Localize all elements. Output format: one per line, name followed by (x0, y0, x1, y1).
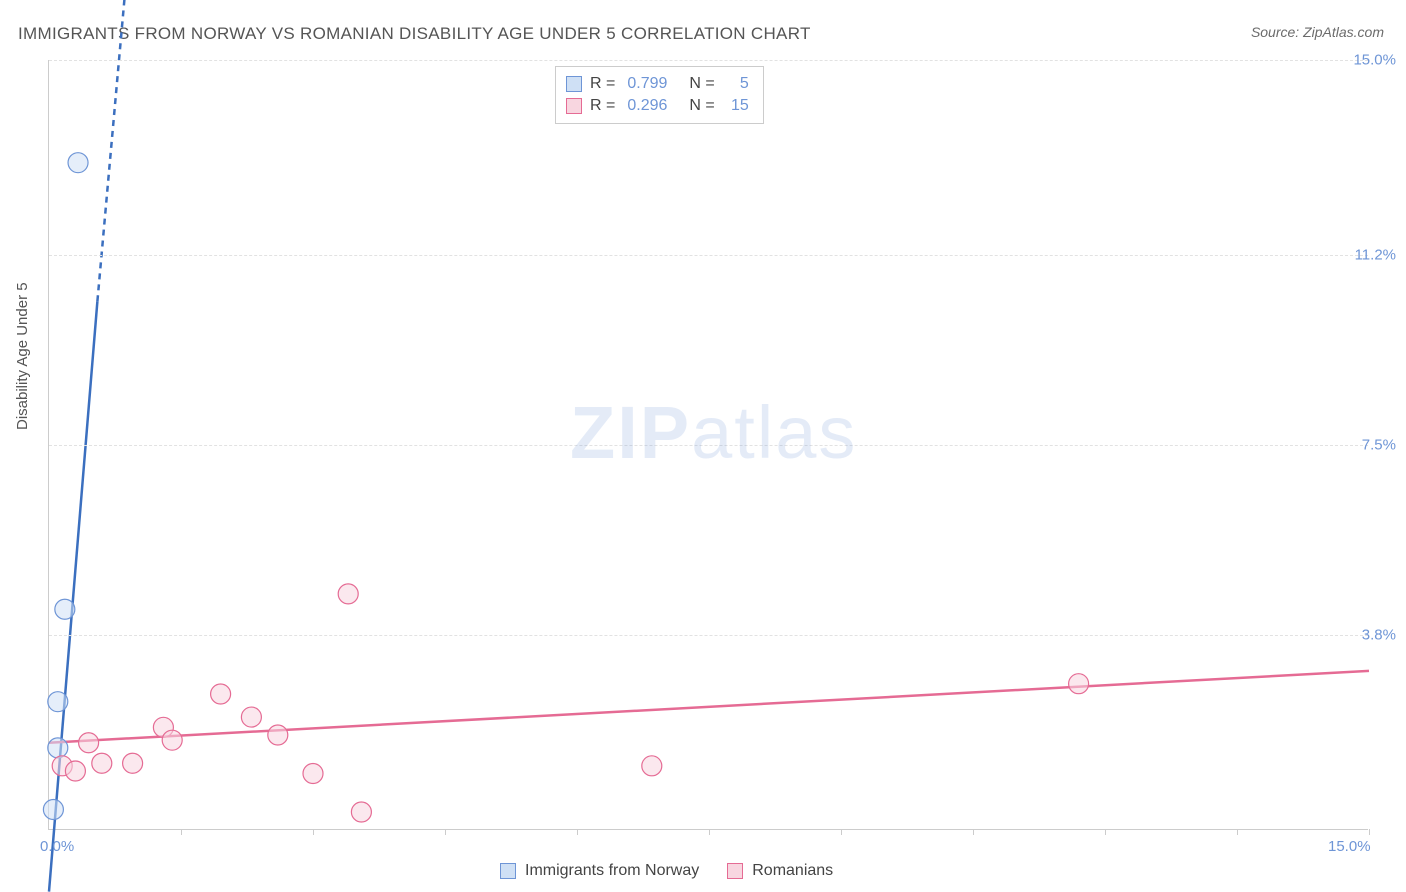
legend-n-label: N = (689, 97, 714, 115)
legend-item: Immigrants from Norway (500, 862, 699, 880)
legend-r-value: 0.296 (627, 97, 667, 115)
data-point (268, 725, 288, 745)
data-point (1069, 674, 1089, 694)
gridline (49, 635, 1368, 636)
x-tick (445, 829, 446, 835)
x-tick (1105, 829, 1106, 835)
x-tick (709, 829, 710, 835)
legend-r-value: 0.799 (627, 75, 667, 93)
legend-swatch (566, 76, 582, 92)
xmax-label: 15.0% (1328, 838, 1371, 855)
legend-r-label: R = (590, 75, 615, 93)
legend-swatch (566, 98, 582, 114)
gridline (49, 60, 1368, 61)
data-point (351, 802, 371, 822)
data-point (92, 753, 112, 773)
legend-n-label: N = (689, 75, 714, 93)
plot-area (48, 60, 1368, 830)
y-axis-label: Disability Age Under 5 (14, 282, 31, 430)
x-tick (973, 829, 974, 835)
chart-container: IMMIGRANTS FROM NORWAY VS ROMANIAN DISAB… (0, 0, 1406, 892)
legend-row: R = 0.799 N = 5 (566, 73, 749, 95)
legend-swatch (500, 863, 516, 879)
data-point (241, 707, 261, 727)
data-point (303, 764, 323, 784)
data-point (79, 733, 99, 753)
legend-label: Romanians (752, 862, 833, 880)
x-tick (313, 829, 314, 835)
y-tick-label: 11.2% (1355, 247, 1396, 264)
data-point (43, 799, 63, 819)
regression-line (49, 671, 1369, 743)
data-point (338, 584, 358, 604)
correlation-legend: R = 0.799 N = 5 R = 0.296 N = 15 (555, 66, 764, 124)
gridline (49, 255, 1368, 256)
legend-item: Romanians (727, 862, 833, 880)
series-legend: Immigrants from Norway Romanians (500, 862, 833, 880)
data-point (48, 692, 68, 712)
legend-row: R = 0.296 N = 15 (566, 95, 749, 117)
x-tick (1237, 829, 1238, 835)
x-tick (841, 829, 842, 835)
gridline (49, 445, 1368, 446)
x-tick (181, 829, 182, 835)
chart-title: IMMIGRANTS FROM NORWAY VS ROMANIAN DISAB… (18, 24, 811, 44)
legend-r-label: R = (590, 97, 615, 115)
origin-label: 0.0% (40, 838, 74, 855)
y-tick-label: 15.0% (1353, 52, 1396, 69)
data-point (642, 756, 662, 776)
data-point (211, 684, 231, 704)
data-point (162, 730, 182, 750)
legend-label: Immigrants from Norway (525, 862, 699, 880)
data-point (68, 153, 88, 173)
source-attribution: Source: ZipAtlas.com (1251, 24, 1384, 40)
data-point (65, 761, 85, 781)
legend-n-value: 5 (727, 75, 749, 93)
y-tick-label: 3.8% (1362, 626, 1396, 643)
data-point (123, 753, 143, 773)
legend-swatch (727, 863, 743, 879)
x-tick (1369, 829, 1370, 835)
y-tick-label: 7.5% (1362, 437, 1396, 454)
regression-line-extrapolated (97, 0, 128, 301)
legend-n-value: 15 (727, 97, 749, 115)
data-point (48, 738, 68, 758)
x-tick (577, 829, 578, 835)
data-point (55, 599, 75, 619)
